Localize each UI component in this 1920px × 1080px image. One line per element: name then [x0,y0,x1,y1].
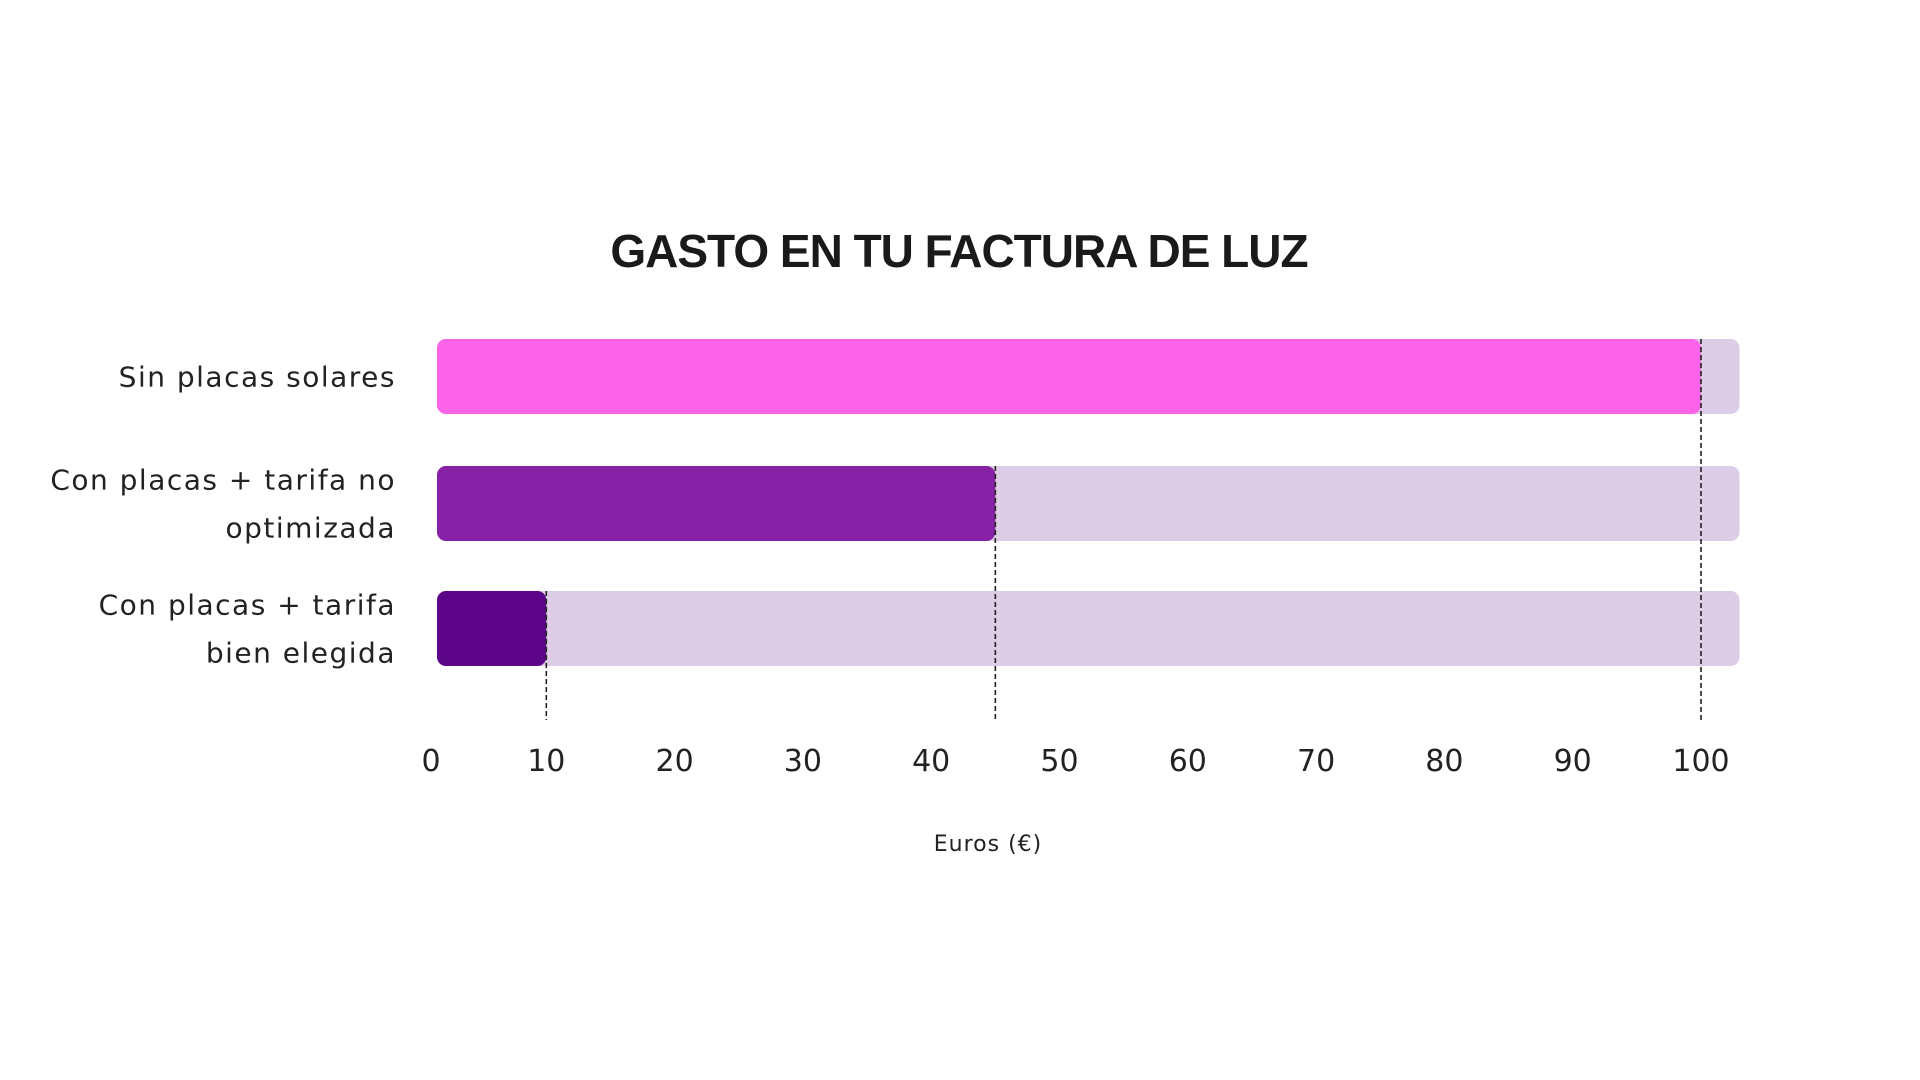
x-tick-label: 10 [527,744,565,779]
category-label: Con placas + tarifa [99,589,396,622]
category-label: bien elegida [206,637,396,670]
bar-0 [437,339,1701,414]
x-tick-label: 100 [1672,744,1729,779]
bar-track [437,591,1740,666]
chart-title: GASTO EN TU FACTURA DE LUZ [610,225,1308,277]
category-label: Con placas + tarifa no [50,464,396,497]
category-label: Sin placas solares [119,361,396,394]
x-tick-label: 80 [1425,744,1463,779]
x-axis-label: Euros (€) [934,832,1042,857]
x-tick-label: 20 [656,744,694,779]
x-tick-label: 60 [1169,744,1207,779]
x-tick-label: 50 [1040,744,1078,779]
x-tick-label: 70 [1297,744,1335,779]
x-tick-label: 0 [421,744,440,779]
x-tick-label: 40 [912,744,950,779]
bar-2 [437,591,547,666]
x-tick-label: 90 [1554,744,1592,779]
category-label: optimizada [225,512,396,545]
bar-1 [437,466,996,541]
x-tick-label: 30 [784,744,822,779]
